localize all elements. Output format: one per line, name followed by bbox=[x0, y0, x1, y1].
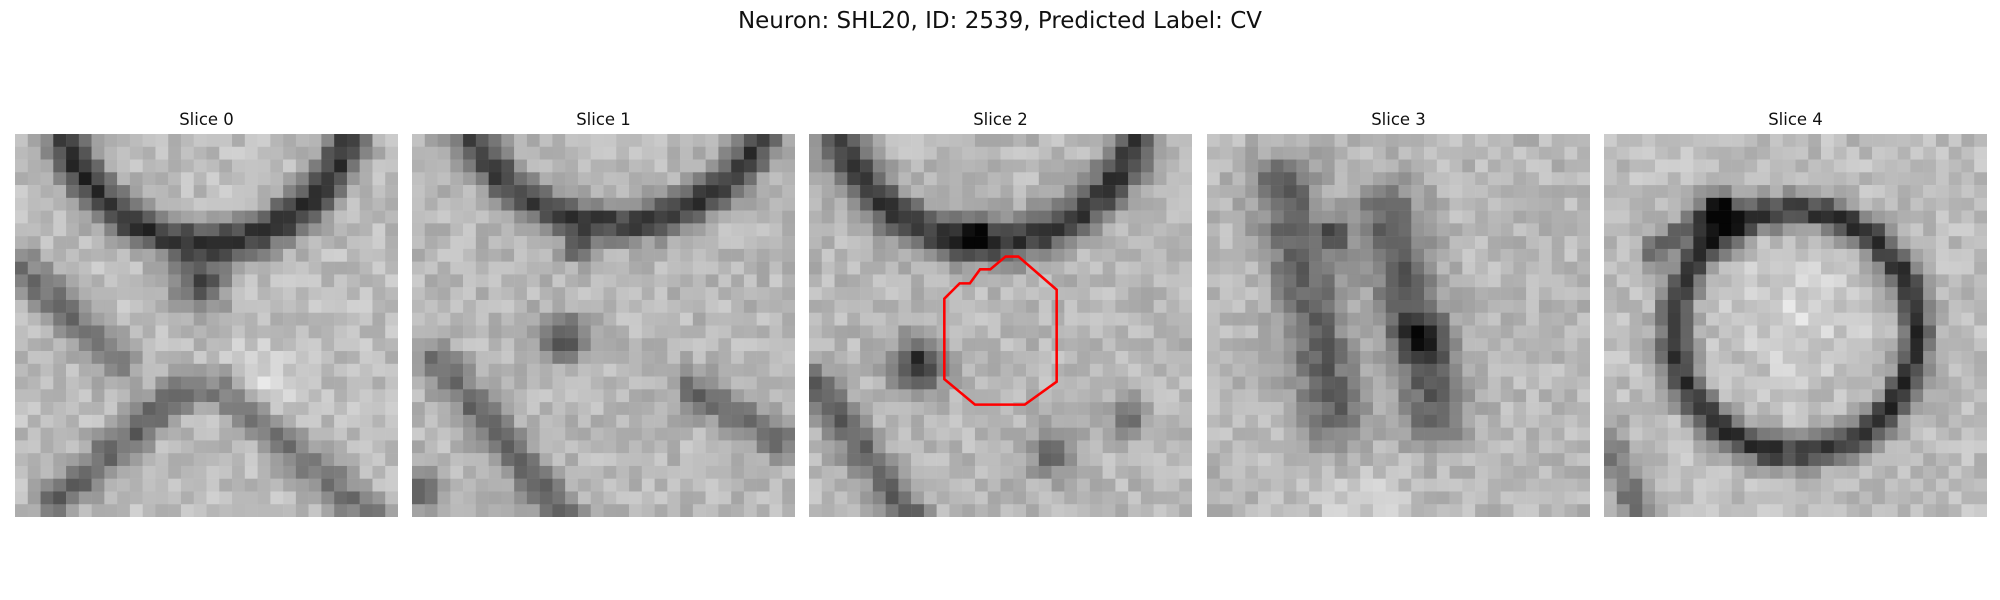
slice-0-image bbox=[15, 134, 398, 517]
roi-outline bbox=[943, 255, 1058, 406]
slice-0-title: Slice 0 bbox=[179, 110, 234, 129]
slice-4-panel: Slice 4 bbox=[1604, 110, 1987, 517]
slice-1-panel: Slice 1 bbox=[412, 110, 795, 517]
slice-2-image bbox=[809, 134, 1192, 517]
slice-2-panel: Slice 2 bbox=[809, 110, 1192, 517]
slice-2-title: Slice 2 bbox=[973, 110, 1028, 129]
slice-4-title: Slice 4 bbox=[1768, 110, 1823, 129]
slice-3-image bbox=[1207, 134, 1590, 517]
figure-title: Neuron: SHL20, ID: 2539, Predicted Label… bbox=[737, 8, 1263, 34]
slice-1-title: Slice 1 bbox=[576, 110, 631, 129]
slice-3-title: Slice 3 bbox=[1371, 110, 1426, 129]
slice-1-image bbox=[412, 134, 795, 517]
slice-4-image bbox=[1604, 134, 1987, 517]
slice-0-panel: Slice 0 bbox=[15, 110, 398, 517]
slice-3-panel: Slice 3 bbox=[1207, 110, 1590, 517]
